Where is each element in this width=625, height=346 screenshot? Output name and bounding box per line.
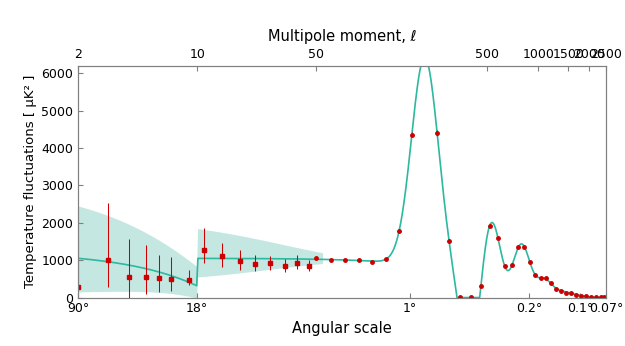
Y-axis label: Temperature fluctuations [ μK² ]: Temperature fluctuations [ μK² ] (24, 75, 37, 288)
X-axis label: Angular scale: Angular scale (292, 321, 392, 336)
X-axis label: Multipole moment, ℓ: Multipole moment, ℓ (268, 29, 416, 44)
